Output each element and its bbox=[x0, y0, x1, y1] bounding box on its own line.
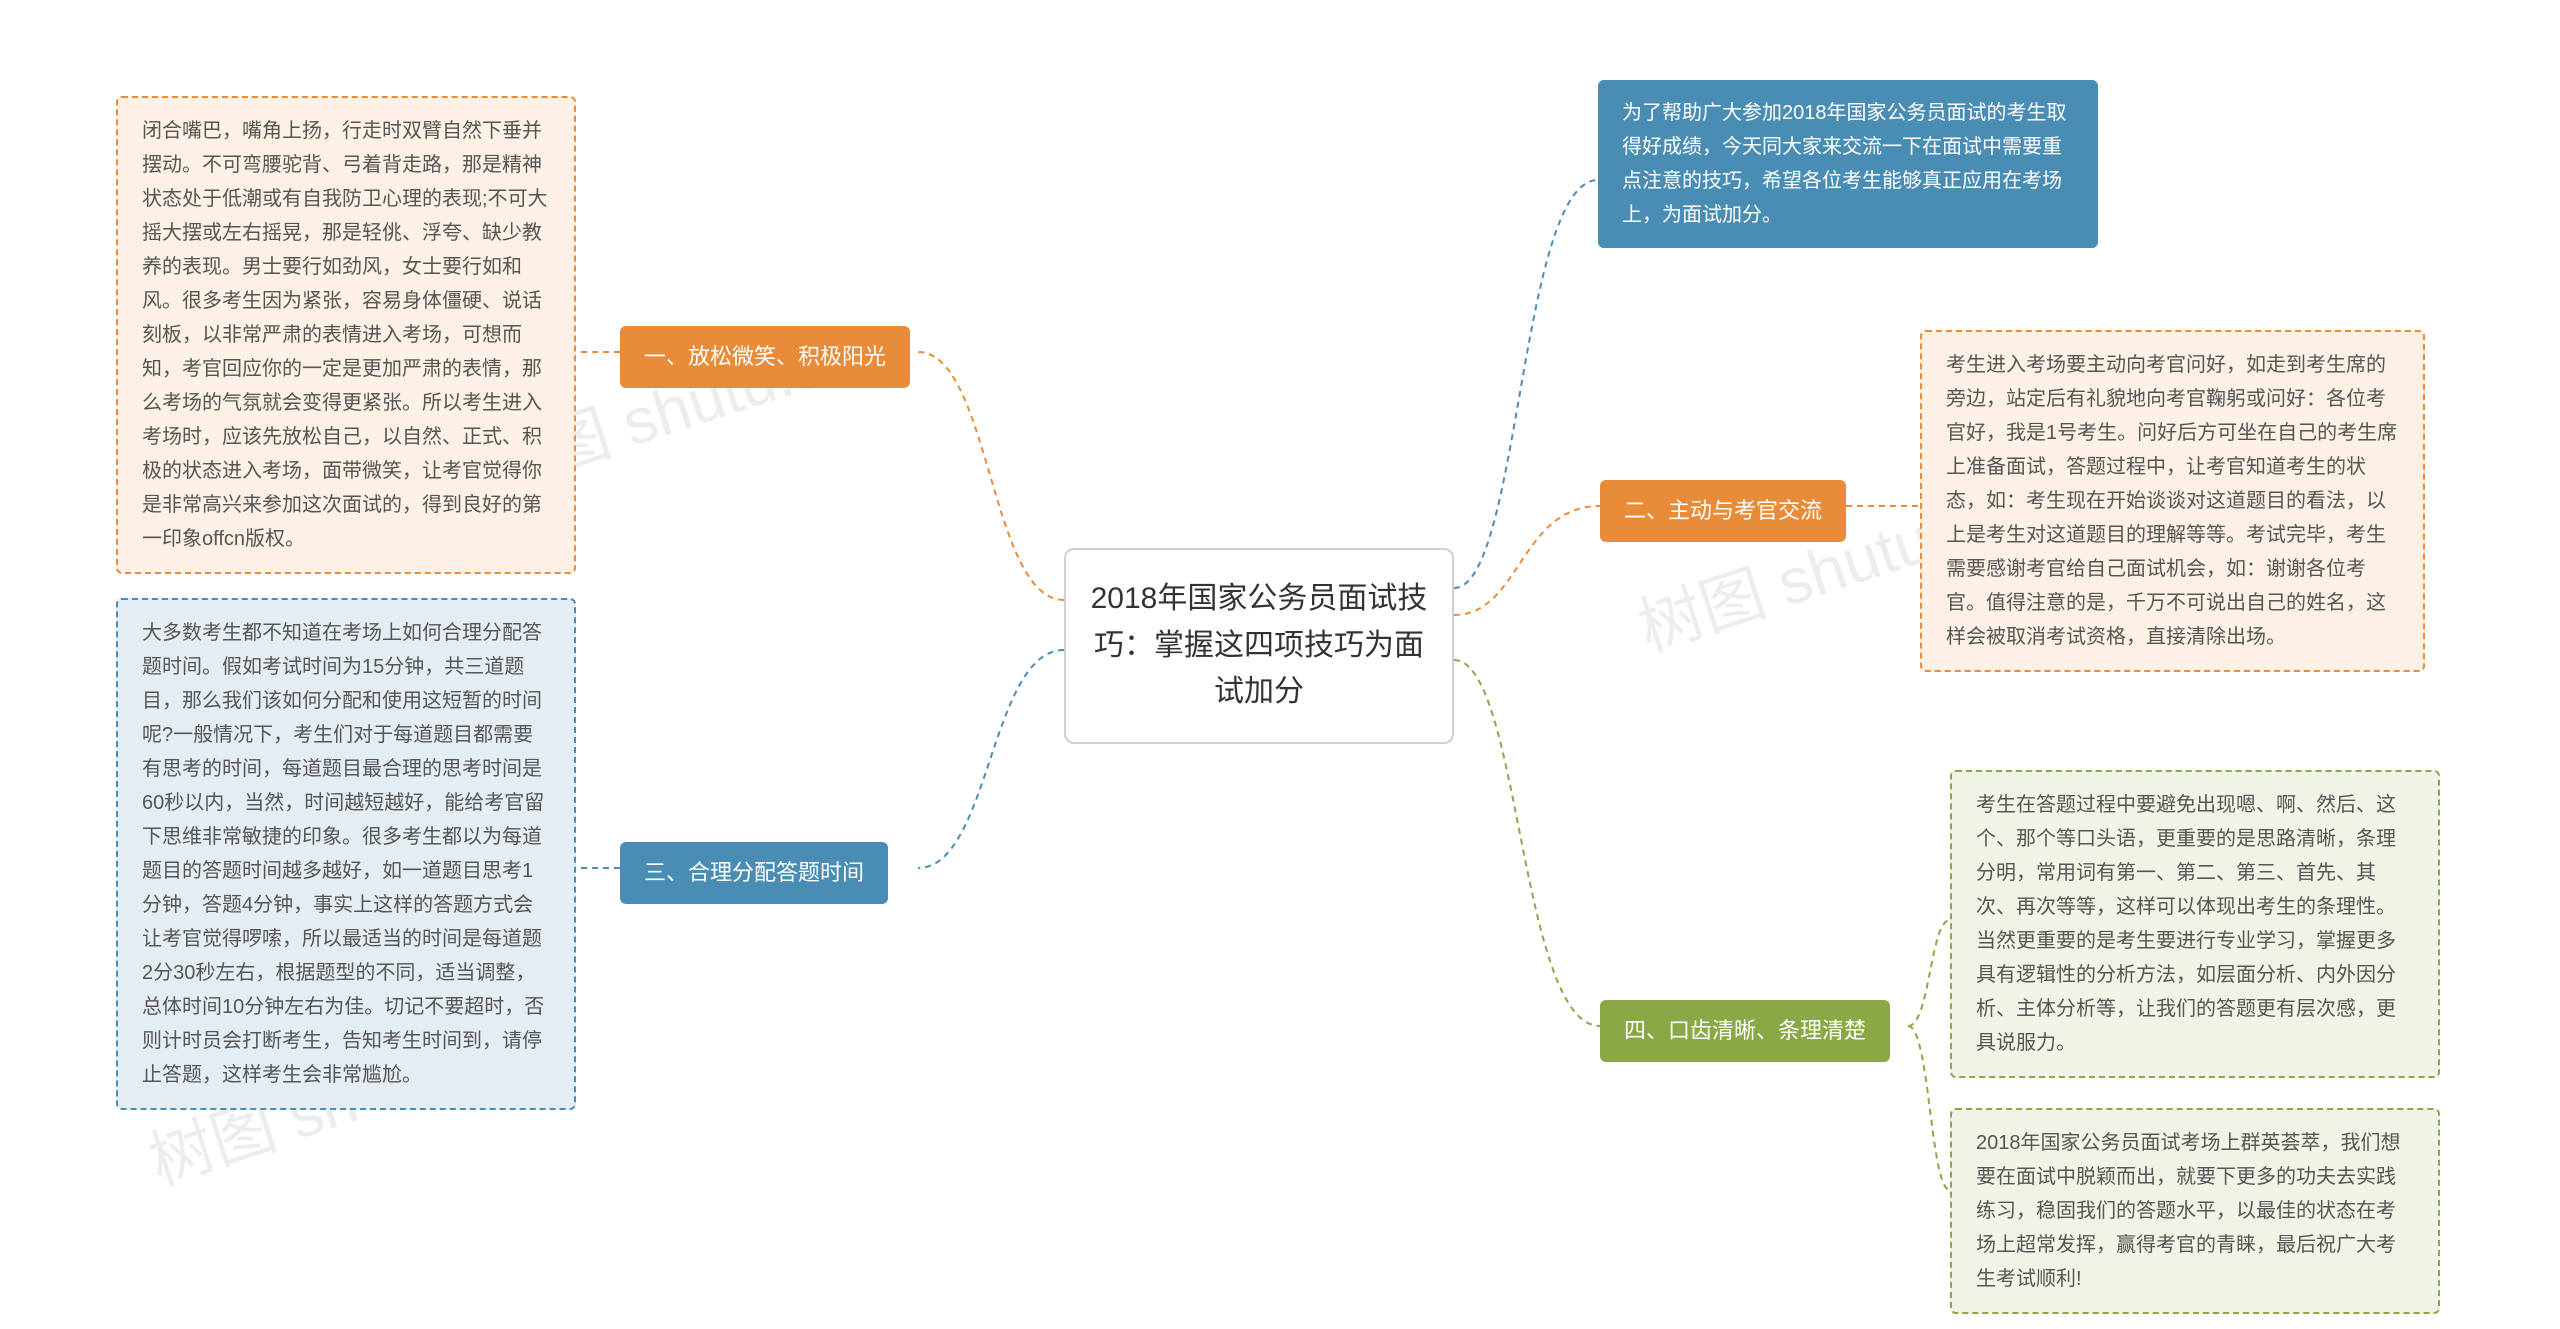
branch-4-content-2: 2018年国家公务员面试考场上群英荟萃，我们想要在面试中脱颖而出，就要下更多的功… bbox=[1950, 1108, 2440, 1314]
branch-3-content: 大多数考生都不知道在考场上如何合理分配答题时间。假如考试时间为15分钟，共三道题… bbox=[116, 598, 576, 1110]
branch-node-2: 二、主动与考官交流 bbox=[1600, 480, 1846, 542]
branch-node-4: 四、口齿清晰、条理清楚 bbox=[1600, 1000, 1890, 1062]
branch-2-content: 考生进入考场要主动向考官问好，如走到考生席的旁边，站定后有礼貌地向考官鞠躬或问好… bbox=[1920, 330, 2425, 672]
center-node: 2018年国家公务员面试技巧：掌握这四项技巧为面试加分 bbox=[1064, 548, 1454, 744]
intro-node: 为了帮助广大参加2018年国家公务员面试的考生取得好成绩，今天同大家来交流一下在… bbox=[1598, 80, 2098, 248]
branch-node-1: 一、放松微笑、积极阳光 bbox=[620, 326, 910, 388]
branch-1-content: 闭合嘴巴，嘴角上扬，行走时双臂自然下垂并摆动。不可弯腰驼背、弓着背走路，那是精神… bbox=[116, 96, 576, 574]
branch-node-3: 三、合理分配答题时间 bbox=[620, 842, 888, 904]
branch-4-content-1: 考生在答题过程中要避免出现嗯、啊、然后、这个、那个等口头语，更重要的是思路清晰，… bbox=[1950, 770, 2440, 1078]
